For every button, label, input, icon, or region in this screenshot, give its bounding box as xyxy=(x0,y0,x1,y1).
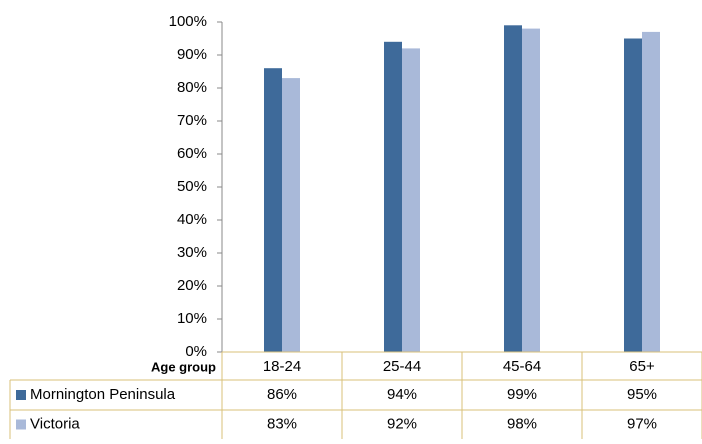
table-value: 86% xyxy=(267,386,297,403)
y-tick-label: 80% xyxy=(177,79,207,96)
y-tick-label: 30% xyxy=(177,244,207,261)
y-tick-label: 0% xyxy=(185,343,207,360)
x-axis-label: Age group xyxy=(151,359,216,374)
table-value: 95% xyxy=(627,386,657,403)
y-tick-label: 10% xyxy=(177,310,207,327)
bar xyxy=(282,78,300,352)
bar xyxy=(384,41,402,353)
table-value: 94% xyxy=(387,386,417,403)
x-tick-label: 65+ xyxy=(629,358,655,375)
bar xyxy=(642,31,660,353)
table-value: 83% xyxy=(267,415,297,432)
y-tick-label: 60% xyxy=(177,145,207,162)
y-tick-label: 20% xyxy=(177,277,207,294)
legend-label: Mornington Peninsula xyxy=(30,386,176,403)
bar xyxy=(504,25,522,353)
x-tick-label: 45-64 xyxy=(503,358,541,375)
table-value: 97% xyxy=(627,415,657,432)
x-tick-label: 18-24 xyxy=(263,358,301,375)
table-value: 92% xyxy=(387,415,417,432)
y-tick-label: 40% xyxy=(177,211,207,228)
table-value: 99% xyxy=(507,386,537,403)
table-value: 98% xyxy=(507,415,537,432)
legend-swatch xyxy=(16,390,26,400)
bar xyxy=(402,48,420,353)
y-tick-label: 70% xyxy=(177,112,207,129)
x-tick-label: 25-44 xyxy=(383,358,421,375)
legend-label: Victoria xyxy=(30,415,80,432)
bar xyxy=(522,28,540,352)
y-tick-label: 100% xyxy=(169,13,207,30)
y-tick-label: 90% xyxy=(177,46,207,63)
y-tick-label: 50% xyxy=(177,178,207,195)
legend-swatch xyxy=(16,419,26,430)
bar xyxy=(264,68,282,352)
bar xyxy=(624,38,642,352)
